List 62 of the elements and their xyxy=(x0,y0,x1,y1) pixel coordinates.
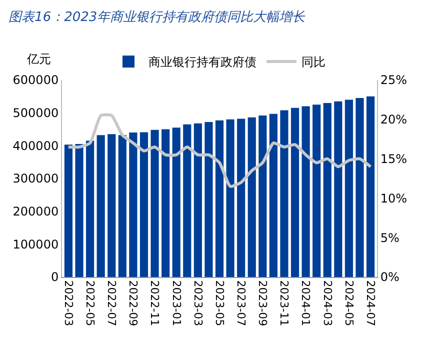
bar xyxy=(129,132,138,277)
x-tick-label: 2024-05 xyxy=(342,280,356,326)
y-tick-label: 0 xyxy=(50,270,59,284)
x-tick-label: 2023-07 xyxy=(234,280,248,326)
bar xyxy=(280,110,288,277)
bar xyxy=(258,115,267,277)
bar xyxy=(162,129,170,277)
y-tick-label: 300000 xyxy=(12,172,59,186)
bar xyxy=(108,134,116,277)
y2-tick-label: 0% xyxy=(380,270,400,284)
x-tick-label: 2022-11 xyxy=(148,280,162,326)
bar xyxy=(366,96,375,277)
y2-tick-label: 25% xyxy=(380,73,408,88)
bar xyxy=(215,120,224,277)
x-tick-label: 2024-01 xyxy=(299,280,312,326)
bar xyxy=(194,123,202,277)
y2-tick-label: 15% xyxy=(380,152,408,166)
bar xyxy=(64,144,73,277)
y-tick-label: 500000 xyxy=(12,106,59,120)
x-tick-label: 2023-05 xyxy=(212,280,226,326)
y-tick-label: 200000 xyxy=(12,204,59,219)
x-tick-label: 2024-07 xyxy=(364,280,377,326)
x-tick-label: 2022-05 xyxy=(83,280,96,326)
legend-label: 同比 xyxy=(302,55,326,70)
bar xyxy=(344,100,353,277)
y2-tick-label: 10% xyxy=(380,191,408,206)
bar xyxy=(226,119,234,277)
chart-title: 图表16：2023年商业银行持有政府债同比大幅增长 xyxy=(8,8,306,25)
bar xyxy=(290,108,300,277)
y-axis-title: 亿元 xyxy=(26,52,51,66)
bar xyxy=(183,124,192,277)
bar xyxy=(118,135,126,277)
x-tick-label: 2023-09 xyxy=(256,280,270,326)
bar xyxy=(248,117,256,277)
y-tick-label: 400000 xyxy=(12,138,59,153)
x-tick-label: 2023-03 xyxy=(191,280,204,326)
bar xyxy=(150,130,159,277)
bar xyxy=(312,104,321,277)
bar xyxy=(237,118,246,277)
y2-tick-label: 20% xyxy=(380,112,408,127)
x-tick-label: 2022-03 xyxy=(62,280,75,326)
bar xyxy=(204,122,213,277)
bar xyxy=(75,144,84,277)
bar xyxy=(334,101,342,277)
bar xyxy=(323,102,332,277)
legend-label: 商业银行持有政府债 xyxy=(148,55,256,70)
line-series xyxy=(66,113,372,188)
y-tick-label: 100000 xyxy=(12,237,59,252)
bar xyxy=(96,135,105,277)
x-tick-label: 2022-07 xyxy=(105,280,118,326)
x-tick-label: 2023-01 xyxy=(170,280,183,326)
x-tick-label: 2022-09 xyxy=(126,280,140,326)
bar xyxy=(356,98,364,277)
bar xyxy=(302,106,310,277)
bar xyxy=(269,114,278,277)
bar xyxy=(86,140,94,277)
bar xyxy=(172,128,180,277)
bar xyxy=(140,132,148,277)
y2-tick-label: 5% xyxy=(380,230,400,245)
x-tick-label: 2023-11 xyxy=(278,280,291,326)
y-tick-label: 600000 xyxy=(12,73,59,88)
x-tick-label: 2024-03 xyxy=(320,280,334,326)
